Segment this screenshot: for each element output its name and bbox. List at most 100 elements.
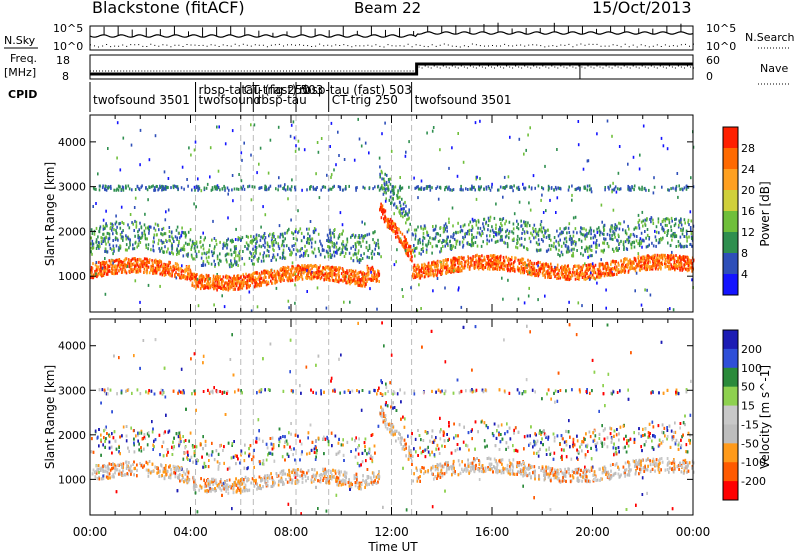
range-gate-cell bbox=[113, 228, 115, 232]
range-gate-cell bbox=[638, 259, 641, 263]
range-gate-cell bbox=[304, 265, 306, 268]
range-gate-cell bbox=[436, 277, 439, 280]
range-gate-cell bbox=[658, 238, 661, 242]
range-gate-cell bbox=[511, 230, 513, 234]
range-gate-cell bbox=[244, 276, 247, 280]
range-gate-cell bbox=[301, 275, 303, 279]
range-gate-cell bbox=[295, 144, 297, 148]
range-gate-cell bbox=[493, 216, 496, 220]
range-gate-cell bbox=[250, 278, 252, 282]
range-gate-cell bbox=[623, 260, 626, 264]
range-gate-cell bbox=[235, 254, 237, 258]
range-gate-cell bbox=[224, 287, 227, 291]
range-gate-cell bbox=[173, 267, 175, 271]
range-gate-cell bbox=[535, 274, 538, 277]
range-gate-cell bbox=[260, 186, 263, 190]
range-gate-cell bbox=[141, 231, 143, 235]
range-gate-cell bbox=[493, 234, 495, 238]
range-gate-cell bbox=[333, 184, 335, 188]
range-gate-cell bbox=[363, 234, 366, 238]
range-gate-cell bbox=[369, 268, 372, 272]
range-gate-cell bbox=[140, 185, 142, 189]
range-gate-cell bbox=[590, 271, 592, 275]
range-gate-cell bbox=[406, 230, 409, 234]
range-gate-cell bbox=[471, 238, 473, 242]
range-gate-cell bbox=[483, 227, 486, 231]
range-gate-cell bbox=[437, 264, 439, 267]
range-gate-cell bbox=[535, 241, 538, 245]
range-gate-cell bbox=[454, 245, 457, 249]
range-gate-cell bbox=[122, 188, 125, 192]
range-gate-cell bbox=[399, 209, 401, 212]
range-gate-cell bbox=[491, 263, 493, 267]
range-gate-cell bbox=[307, 264, 309, 268]
range-gate-cell bbox=[158, 238, 160, 242]
range-gate-cell bbox=[291, 231, 293, 235]
range-gate-cell bbox=[578, 277, 580, 281]
range-gate-cell bbox=[485, 261, 488, 265]
range-gate-cell bbox=[247, 243, 249, 247]
range-gate-cell bbox=[137, 230, 139, 234]
range-gate-cell bbox=[234, 250, 237, 254]
range-gate-cell bbox=[524, 266, 526, 270]
range-gate-cell bbox=[611, 190, 613, 194]
range-gate-cell bbox=[628, 187, 631, 191]
range-gate-cell bbox=[391, 225, 394, 229]
range-gate-cell bbox=[181, 275, 183, 279]
range-gate-cell bbox=[204, 277, 207, 281]
range-gate-cell bbox=[355, 188, 357, 192]
range-gate-cell bbox=[312, 251, 315, 255]
range-gate-cell bbox=[235, 284, 238, 288]
range-gate-cell bbox=[675, 263, 677, 267]
range-gate-cell bbox=[426, 233, 429, 237]
range-gate-cell bbox=[599, 233, 601, 237]
range-gate-cell bbox=[463, 262, 466, 266]
range-gate-cell bbox=[263, 251, 265, 255]
range-gate-cell bbox=[391, 219, 393, 223]
range-gate-cell bbox=[284, 183, 286, 187]
range-gate-cell bbox=[237, 254, 239, 258]
range-gate-cell bbox=[444, 227, 446, 231]
range-gate-cell bbox=[237, 187, 240, 191]
range-gate-cell bbox=[412, 266, 415, 270]
range-gate-cell bbox=[392, 222, 394, 226]
range-gate-cell bbox=[375, 273, 377, 277]
range-gate-cell bbox=[475, 235, 478, 239]
range-gate-cell bbox=[512, 227, 515, 231]
range-gate-cell bbox=[180, 270, 183, 274]
range-gate-cell bbox=[541, 263, 543, 267]
range-gate-cell bbox=[382, 208, 385, 212]
range-gate-cell bbox=[276, 269, 279, 273]
range-gate-cell bbox=[383, 187, 386, 191]
range-gate-cell bbox=[260, 276, 263, 280]
range-gate-cell bbox=[90, 246, 92, 250]
range-gate-cell bbox=[615, 190, 618, 194]
range-gate-cell bbox=[161, 227, 163, 231]
range-gate-cell bbox=[428, 272, 431, 276]
range-gate-cell bbox=[384, 199, 387, 203]
range-gate-cell bbox=[252, 235, 255, 239]
range-gate-cell bbox=[405, 221, 407, 225]
range-gate-cell bbox=[339, 185, 341, 189]
range-gate-cell bbox=[659, 254, 661, 258]
range-gate-cell bbox=[358, 271, 360, 275]
range-gate-cell bbox=[529, 240, 532, 244]
range-gate-cell bbox=[94, 263, 97, 267]
range-gate-cell bbox=[666, 255, 668, 259]
range-gate-cell bbox=[293, 136, 296, 140]
range-gate-cell bbox=[443, 224, 446, 228]
range-gate-cell bbox=[472, 255, 474, 259]
range-gate-cell bbox=[384, 172, 386, 176]
range-gate-cell bbox=[528, 224, 531, 228]
nave-dots bbox=[90, 65, 694, 72]
range-gate-cell bbox=[189, 238, 192, 242]
range-gate-cell bbox=[528, 263, 531, 267]
range-gate-cell bbox=[449, 267, 452, 271]
range-gate-cell bbox=[499, 217, 501, 221]
range-gate-cell bbox=[171, 235, 173, 239]
range-gate-cell bbox=[127, 235, 129, 239]
range-gate-cell bbox=[282, 269, 285, 273]
range-gate-cell bbox=[657, 220, 660, 224]
